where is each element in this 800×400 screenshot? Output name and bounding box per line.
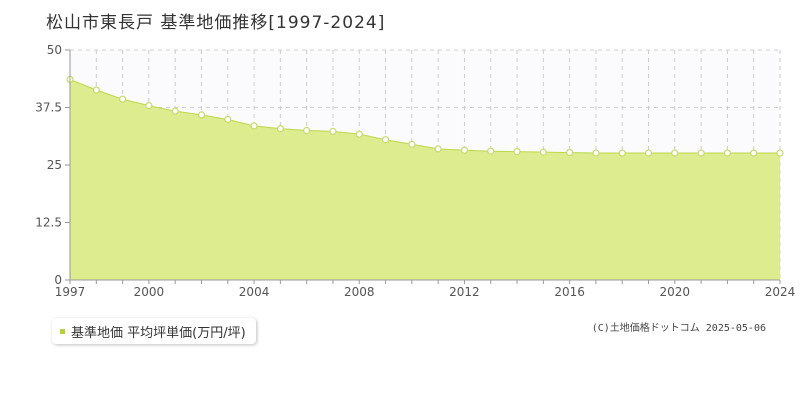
data-point — [566, 148, 574, 157]
data-point — [644, 149, 653, 157]
legend-marker — [60, 328, 65, 334]
y-tick-label: 12.5 — [35, 216, 62, 230]
x-tick-label: 2024 — [765, 285, 796, 299]
data-point — [750, 149, 758, 157]
data-point — [224, 115, 232, 124]
copyright: (C)土地価格ドットコム 2025-05-06 — [591, 323, 766, 334]
data-point — [381, 136, 390, 144]
data-point — [303, 126, 311, 135]
x-tick-label: 2000 — [134, 285, 165, 299]
data-point — [92, 86, 100, 94]
x-tick-label: 2008 — [344, 285, 375, 299]
data-point — [697, 149, 705, 157]
data-point — [487, 147, 495, 155]
data-point — [118, 95, 127, 103]
data-point — [355, 130, 363, 138]
y-tick-label: 0 — [54, 273, 62, 287]
data-point — [250, 122, 258, 130]
legend: 基準地価 平均坪単価(万円/坪) — [52, 318, 256, 344]
x-tick-label: 2020 — [660, 285, 691, 299]
y-axis-labels: 0 12.5 25 37.5 50 — [35, 43, 62, 287]
series-area — [70, 79, 780, 280]
data-point — [171, 107, 179, 115]
y-tick-label: 25 — [47, 158, 62, 172]
chart: 0 12.5 25 37.5 50 1997 2000 2004 2008 2012 2016 20… — [35, 43, 796, 299]
page-title: 松山市東長戸 基準地価推移[1997-2024] — [46, 13, 386, 33]
data-point — [408, 140, 416, 148]
data-point — [145, 102, 153, 110]
x-tick-label: 1997 — [55, 285, 86, 299]
x-tick-label: 2004 — [239, 285, 270, 299]
x-tick-label: 2016 — [554, 285, 585, 299]
y-tick-label: 50 — [47, 43, 62, 57]
y-tick-label: 37.5 — [35, 101, 62, 115]
legend-label: 基準地価 平均坪単価(万円/坪) — [71, 325, 246, 341]
data-point — [434, 145, 442, 153]
series-points — [66, 75, 784, 157]
data-point — [197, 111, 206, 119]
axes — [65, 49, 781, 284]
data-point — [539, 148, 547, 156]
data-point — [513, 148, 521, 156]
series-line — [69, 78, 780, 154]
data-point — [618, 149, 626, 157]
data-point — [329, 127, 337, 136]
data-point — [592, 149, 600, 157]
x-axis-labels: 1997 2000 2004 2008 2012 2016 2020 2024 — [55, 285, 796, 299]
data-point — [460, 146, 469, 154]
data-point — [276, 125, 284, 133]
data-point — [776, 149, 784, 157]
data-point — [671, 149, 679, 157]
x-tick-label: 2012 — [449, 285, 480, 299]
data-point — [723, 149, 732, 157]
